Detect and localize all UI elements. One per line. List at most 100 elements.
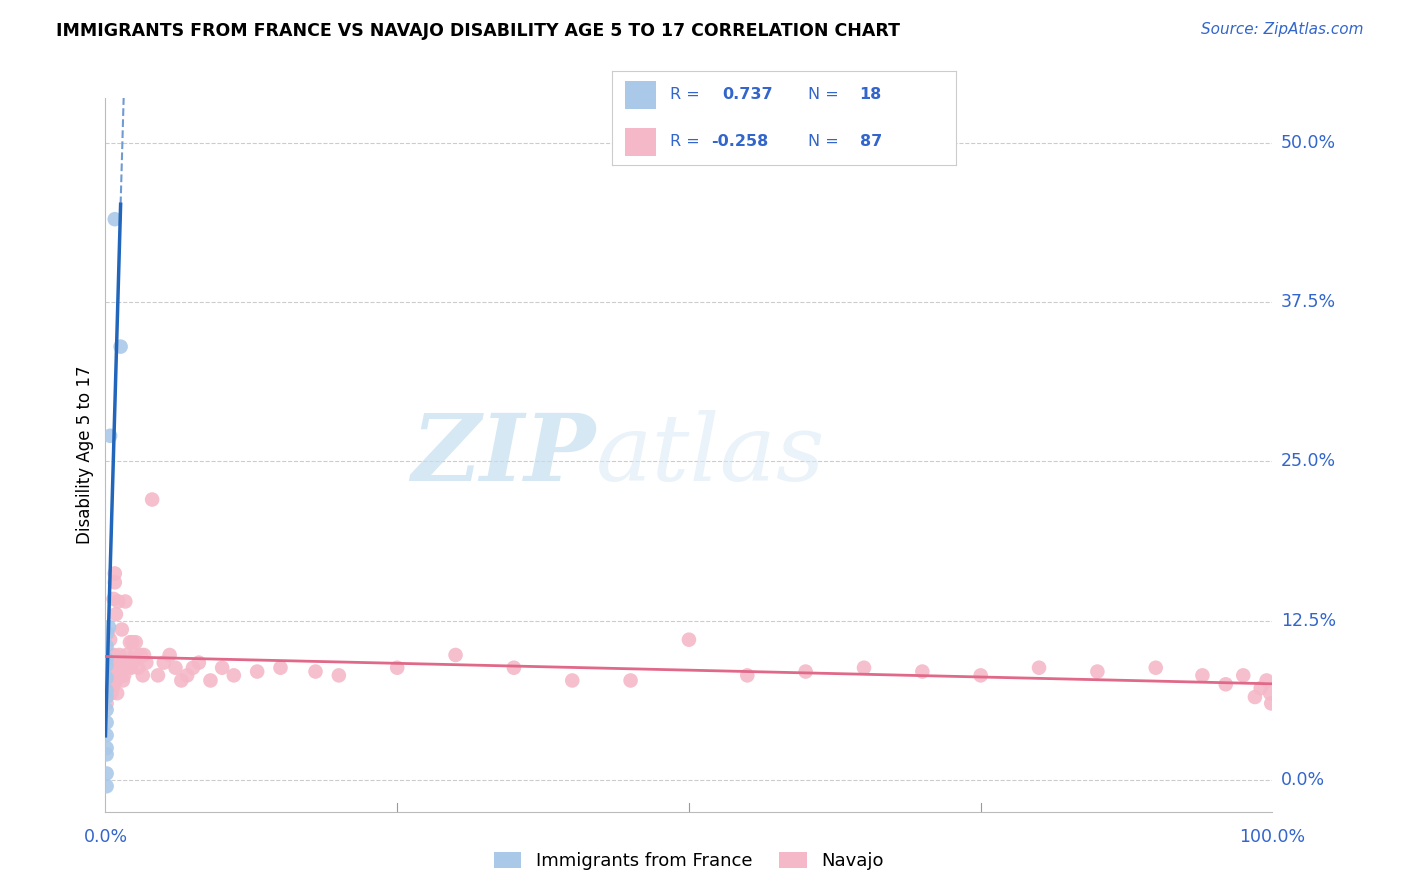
Point	[96, 686, 118, 700]
Text: 0.0%: 0.0%	[83, 828, 128, 846]
Point	[852, 661, 875, 675]
Text: -0.258: -0.258	[711, 134, 769, 149]
Point	[970, 668, 993, 682]
Point	[120, 661, 142, 675]
Point	[737, 668, 759, 682]
Point	[96, 626, 118, 640]
Point	[103, 591, 125, 606]
Point	[104, 575, 127, 590]
Text: 0.0%: 0.0%	[1281, 771, 1324, 789]
Point	[96, 779, 118, 793]
Point	[561, 673, 583, 688]
Point	[165, 661, 187, 675]
FancyBboxPatch shape	[626, 128, 657, 156]
Point	[97, 661, 120, 675]
Text: 100.0%: 100.0%	[1239, 828, 1306, 846]
Point	[1260, 697, 1282, 711]
Text: 87: 87	[859, 134, 882, 149]
Text: R =: R =	[671, 87, 700, 103]
Point	[328, 668, 350, 682]
Point	[96, 715, 118, 730]
Point	[141, 492, 163, 507]
Text: N =: N =	[808, 87, 839, 103]
Point	[105, 686, 128, 700]
Text: ZIP: ZIP	[412, 410, 596, 500]
FancyBboxPatch shape	[626, 81, 657, 109]
Point	[115, 648, 138, 662]
Point	[112, 668, 135, 682]
Point	[1244, 690, 1267, 704]
Text: 18: 18	[859, 87, 882, 103]
Point	[118, 635, 141, 649]
Point	[118, 661, 141, 675]
Point	[211, 661, 233, 675]
Point	[101, 656, 124, 670]
Point	[114, 594, 136, 608]
Point	[1028, 661, 1050, 675]
Point	[181, 661, 204, 675]
Point	[1191, 668, 1213, 682]
Point	[1232, 668, 1254, 682]
Point	[619, 673, 641, 688]
Point	[502, 661, 524, 675]
Point	[152, 656, 174, 670]
Point	[176, 668, 198, 682]
Point	[385, 661, 408, 675]
Point	[96, 673, 118, 688]
Point	[125, 635, 148, 649]
Point	[96, 728, 118, 742]
Point	[1085, 665, 1108, 679]
Point	[97, 620, 120, 634]
Point	[135, 656, 157, 670]
Point	[132, 648, 155, 662]
Text: Source: ZipAtlas.com: Source: ZipAtlas.com	[1201, 22, 1364, 37]
Point	[111, 623, 134, 637]
Point	[104, 673, 127, 688]
Point	[98, 632, 121, 647]
Point	[96, 703, 118, 717]
Point	[112, 656, 135, 670]
Point	[96, 690, 118, 704]
Point	[100, 648, 122, 662]
Point	[98, 429, 121, 443]
Text: 50.0%: 50.0%	[1281, 134, 1336, 152]
Point	[170, 673, 193, 688]
Point	[111, 673, 134, 688]
Point	[110, 340, 132, 354]
Point	[96, 697, 118, 711]
Point	[104, 566, 127, 581]
Text: 37.5%: 37.5%	[1281, 293, 1336, 311]
Point	[187, 656, 209, 670]
Point	[97, 681, 120, 695]
Point	[1144, 661, 1167, 675]
Text: IMMIGRANTS FROM FRANCE VS NAVAJO DISABILITY AGE 5 TO 17 CORRELATION CHART: IMMIGRANTS FROM FRANCE VS NAVAJO DISABIL…	[56, 22, 900, 40]
Point	[97, 652, 120, 666]
Point	[110, 668, 132, 682]
Point	[269, 661, 292, 675]
Y-axis label: Disability Age 5 to 17: Disability Age 5 to 17	[76, 366, 94, 544]
Point	[96, 658, 118, 673]
Point	[200, 673, 222, 688]
Point	[132, 668, 155, 682]
Point	[108, 648, 131, 662]
Point	[96, 747, 118, 762]
Point	[97, 648, 120, 662]
Point	[96, 639, 118, 653]
Point	[129, 648, 152, 662]
Point	[104, 607, 127, 622]
Point	[1250, 681, 1272, 695]
Point	[127, 661, 149, 675]
Point	[104, 668, 127, 682]
Point	[911, 665, 934, 679]
Point	[96, 766, 118, 780]
Text: R =: R =	[671, 134, 700, 149]
Point	[100, 686, 122, 700]
Point	[96, 652, 118, 666]
Point	[444, 648, 467, 662]
Point	[103, 648, 125, 662]
Point	[146, 668, 169, 682]
Point	[96, 661, 118, 675]
Point	[104, 212, 127, 227]
Point	[96, 652, 118, 666]
Point	[101, 681, 124, 695]
